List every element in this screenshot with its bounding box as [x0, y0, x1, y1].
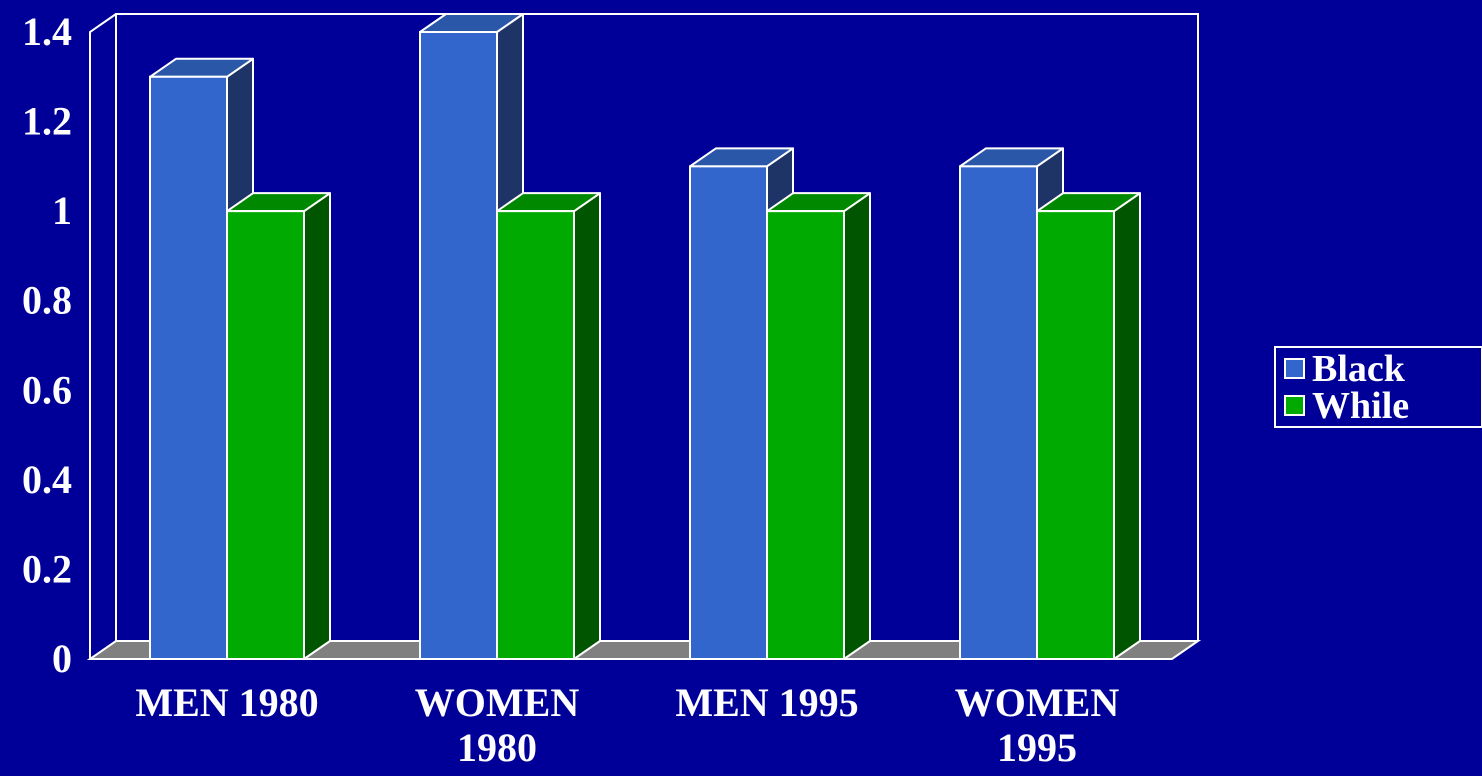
y-tick-label: 1 [52, 188, 72, 233]
plot-back-walls [86, 13, 1202, 660]
bar-side-while [1113, 192, 1141, 660]
y-axis-tick-labels: 0 0.2 0.4 0.6 0.8 1 1.2 1.4 [22, 9, 72, 681]
x-axis-category-labels: MEN 1980 WOMEN 1980 MEN 1995 WOMEN 1995 [135, 680, 1119, 770]
y-tick-label: 1.2 [22, 99, 72, 144]
x-tick-label: WOMEN 1980 [415, 680, 580, 770]
bar-while [1036, 210, 1115, 660]
bars [149, 13, 1141, 661]
bar-while [766, 210, 845, 660]
bar-black [959, 165, 1038, 660]
bar-while [226, 210, 305, 660]
legend-swatch-black [1284, 358, 1305, 379]
y-tick-label: 1.4 [22, 9, 72, 54]
bar-black [689, 165, 768, 660]
y-tick-label: 0.4 [22, 457, 72, 502]
back-wall-frame [115, 13, 1199, 641]
y-tick-label: 0.2 [22, 546, 72, 591]
bar-side-while [843, 192, 871, 660]
bar-while [496, 210, 575, 660]
legend-box [1274, 346, 1482, 428]
bar-side-while [303, 192, 331, 660]
legend-label-while: While [1312, 385, 1409, 427]
bar-black [419, 31, 498, 660]
x-tick-label: WOMEN 1995 [955, 680, 1120, 770]
left-wall-frame [89, 13, 117, 659]
bar-side-while [573, 192, 601, 660]
x-tick-label: MEN 1995 [675, 680, 858, 725]
bar-black [149, 75, 228, 661]
y-tick-label: 0.6 [22, 367, 72, 412]
legend-label-black: Black [1312, 348, 1406, 390]
y-tick-label: 0 [52, 636, 72, 681]
y-tick-label: 0.8 [22, 278, 72, 323]
x-tick-label: MEN 1980 [135, 680, 318, 725]
legend-swatch-while [1284, 395, 1305, 416]
